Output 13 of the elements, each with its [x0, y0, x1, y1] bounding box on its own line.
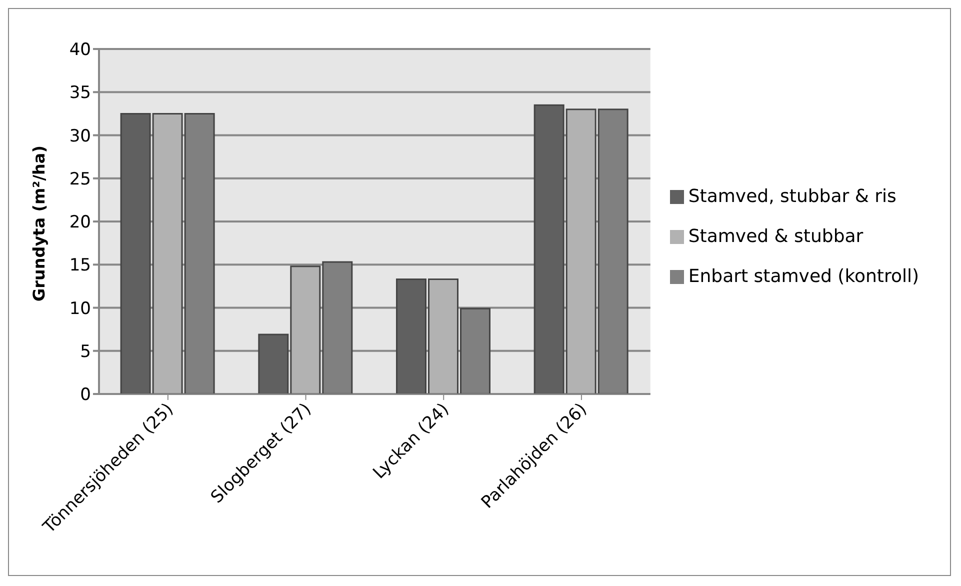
y-tick-label: 30: [69, 126, 91, 146]
y-tick-label: 20: [69, 212, 91, 233]
y-axis-title: Grundyta (m²/ha): [30, 145, 49, 302]
legend-label: Stamved, stubbar & ris: [688, 186, 896, 206]
y-tick-label: 0: [80, 385, 91, 406]
y-tick-label: 40: [69, 40, 91, 60]
legend-label: Stamved & stubbar: [688, 226, 864, 246]
y-tick-label: 25: [69, 169, 91, 190]
y-tick-label: 10: [69, 298, 91, 319]
legend-label: Enbart stamved (kontroll): [688, 266, 919, 286]
y-tick-label: 35: [69, 83, 91, 104]
y-tick-label: 15: [69, 256, 91, 276]
y-tick-label: 5: [80, 342, 91, 362]
